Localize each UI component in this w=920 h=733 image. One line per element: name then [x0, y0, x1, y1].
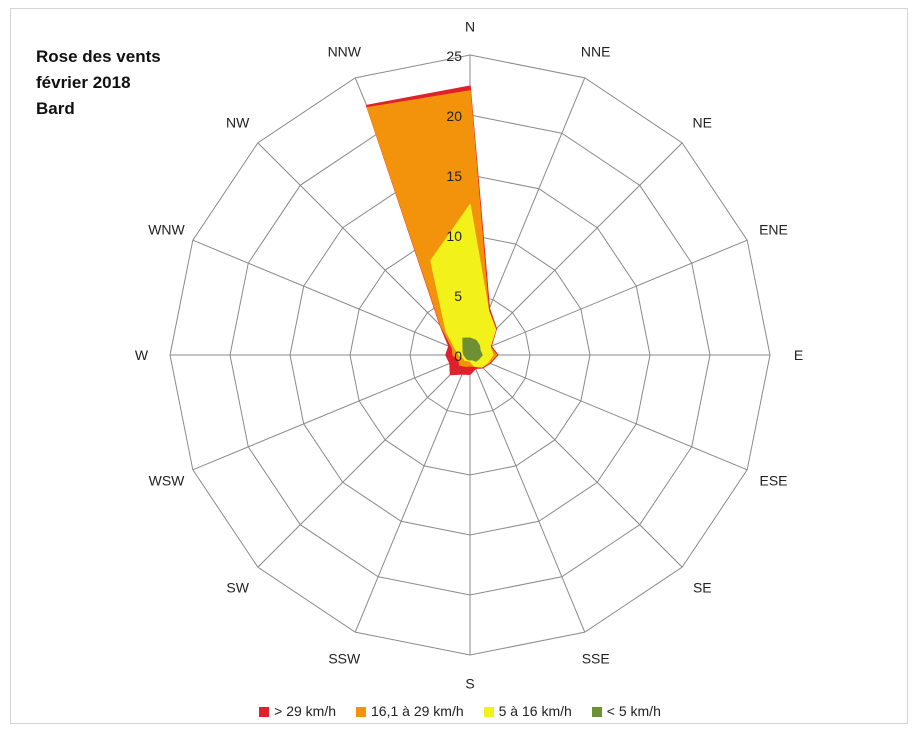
spoke-SE	[469, 354, 683, 568]
direction-label-SSE: SSE	[582, 650, 610, 666]
direction-label-E: E	[794, 347, 803, 363]
legend-item-1: 16,1 à 29 km/h	[356, 703, 464, 719]
chart-title: Rose des vents février 2018 Bard	[36, 44, 161, 122]
spoke-ENE	[469, 239, 748, 356]
spoke-WNW	[192, 239, 471, 356]
legend-swatch-2	[483, 707, 494, 717]
series-area-3	[462, 337, 483, 362]
title-line-3: Bard	[36, 99, 75, 118]
direction-label-WSW: WSW	[149, 473, 186, 489]
spoke-ESE	[469, 354, 748, 471]
direction-label-NNW: NNW	[328, 44, 362, 60]
spoke-WSW	[192, 354, 471, 471]
tick-label-15: 15	[446, 168, 462, 184]
radar-grid	[169, 54, 771, 656]
spoke-SSW	[354, 354, 471, 633]
tick-label-25: 25	[446, 48, 462, 64]
direction-label-ESE: ESE	[759, 473, 787, 489]
tick-label-0: 0	[454, 348, 462, 364]
direction-label-NW: NW	[226, 115, 250, 131]
legend-label-0: > 29 km/h	[274, 703, 336, 719]
series-layer	[365, 85, 499, 376]
spoke-SW	[257, 354, 471, 568]
direction-label-ENE: ENE	[759, 221, 788, 237]
legend-label-1: 16,1 à 29 km/h	[371, 703, 464, 719]
spoke-NE	[469, 142, 683, 356]
direction-label-WNW: WNW	[148, 221, 185, 237]
tick-label-20: 20	[446, 108, 462, 124]
direction-label-S: S	[465, 676, 474, 692]
series-area-2	[430, 204, 497, 368]
legend-swatch-3	[591, 707, 602, 717]
wind-rose-chart: N NNE NE ENE E ESE SE SSE S SSW SW WSW W WNW NW NNW 0 5 1…	[135, 19, 803, 692]
direction-label-NE: NE	[693, 115, 712, 131]
direction-label-SSW: SSW	[328, 650, 361, 666]
legend-label-3: < 5 km/h	[606, 703, 661, 719]
title-line-2: février 2018	[36, 73, 131, 92]
direction-label-W: W	[135, 347, 149, 363]
legend: > 29 km/h 16,1 à 29 km/h 5 à 16 km/h < 5 km…	[0, 703, 920, 719]
legend-item-2: 5 à 16 km/h	[483, 703, 572, 719]
direction-label-SE: SE	[693, 579, 712, 595]
legend-swatch-1	[356, 707, 366, 717]
direction-label-N: N	[465, 19, 475, 35]
legend-label-2: 5 à 16 km/h	[498, 703, 572, 719]
spoke-SSE	[469, 354, 586, 633]
tick-label-10: 10	[446, 228, 462, 244]
radial-tick-labels: 0 5 10 15 20 25	[446, 48, 462, 364]
direction-label-NNE: NNE	[581, 44, 611, 60]
tick-label-5: 5	[454, 288, 462, 304]
direction-label-SW: SW	[226, 579, 249, 595]
legend-swatch-0	[259, 707, 270, 717]
legend-item-3: < 5 km/h	[591, 703, 661, 719]
legend-item-0: > 29 km/h	[259, 703, 336, 719]
title-line-1: Rose des vents	[36, 47, 161, 66]
direction-labels: N NNE NE ENE E ESE SE SSE S SSW SW WSW W WNW NW NNW	[135, 19, 803, 692]
spoke-NW	[257, 142, 471, 356]
